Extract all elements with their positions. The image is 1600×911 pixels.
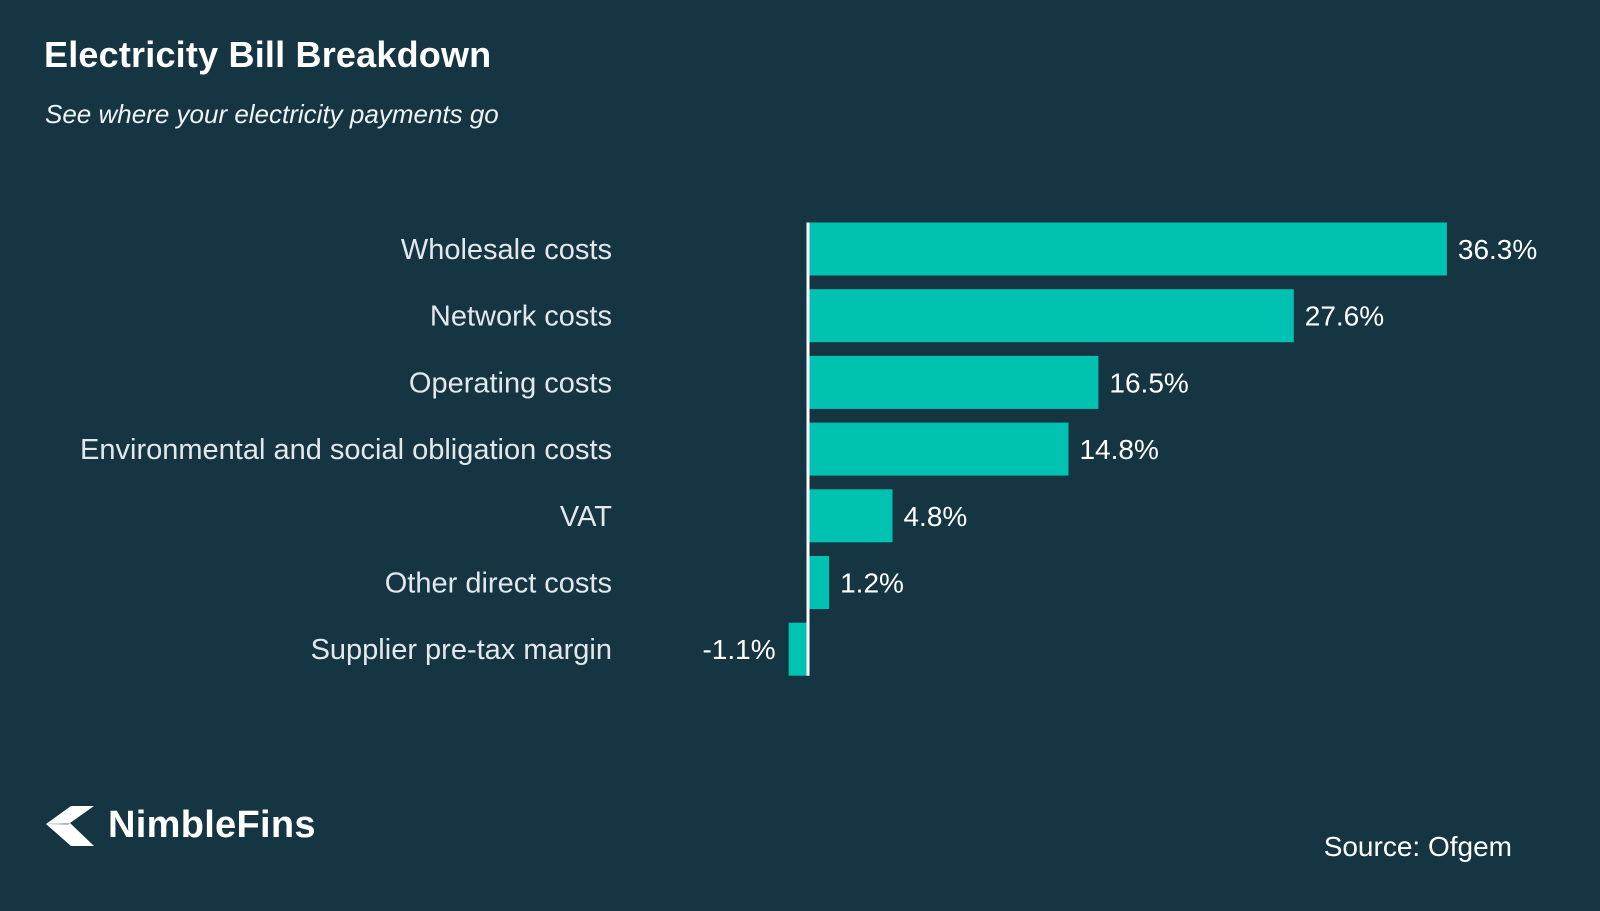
source-note: Source: Ofgem [1323, 831, 1512, 862]
bar-other-direct-costs [808, 556, 830, 609]
category-label-wholesale-costs: Wholesale costs [401, 234, 612, 266]
bar-operating-costs [808, 355, 1099, 409]
category-label-vat: VAT [560, 501, 612, 533]
category-label-network-costs: Network costs [430, 301, 612, 333]
category-label-operating-costs: Operating costs [409, 367, 612, 399]
arrow-chevron-icon [46, 805, 94, 846]
logo-text: NimbleFins [108, 804, 316, 846]
value-label-supplier-pre-tax-margin: -1.1% [702, 634, 775, 665]
value-label-operating-costs: 16.5% [1109, 367, 1188, 398]
category-label-environmental-and-social-obligation-costs: Environmental and social obligation cost… [80, 434, 612, 466]
value-label-environmental-and-social-obligation-costs: 14.8% [1079, 434, 1158, 465]
category-label-other-direct-costs: Other direct costs [385, 568, 612, 600]
chart-title: Electricity Bill Breakdown [44, 34, 492, 75]
bar-environmental-and-social-obligation-costs [808, 422, 1069, 476]
bar-supplier-pre-tax-margin [788, 622, 808, 676]
bar-network-costs [808, 289, 1294, 343]
value-label-vat: 4.8% [903, 501, 967, 532]
value-label-wholesale-costs: 36.3% [1458, 234, 1537, 265]
category-label-supplier-pre-tax-margin: Supplier pre-tax margin [311, 634, 612, 666]
bar-vat [808, 489, 893, 543]
value-label-network-costs: 27.6% [1305, 301, 1384, 332]
chart-subtitle: See where your electricity payments go [45, 99, 499, 129]
nimblefins-logo: NimbleFins [44, 804, 316, 847]
value-label-other-direct-costs: 1.2% [840, 568, 904, 599]
bar-wholesale-costs [808, 222, 1447, 276]
